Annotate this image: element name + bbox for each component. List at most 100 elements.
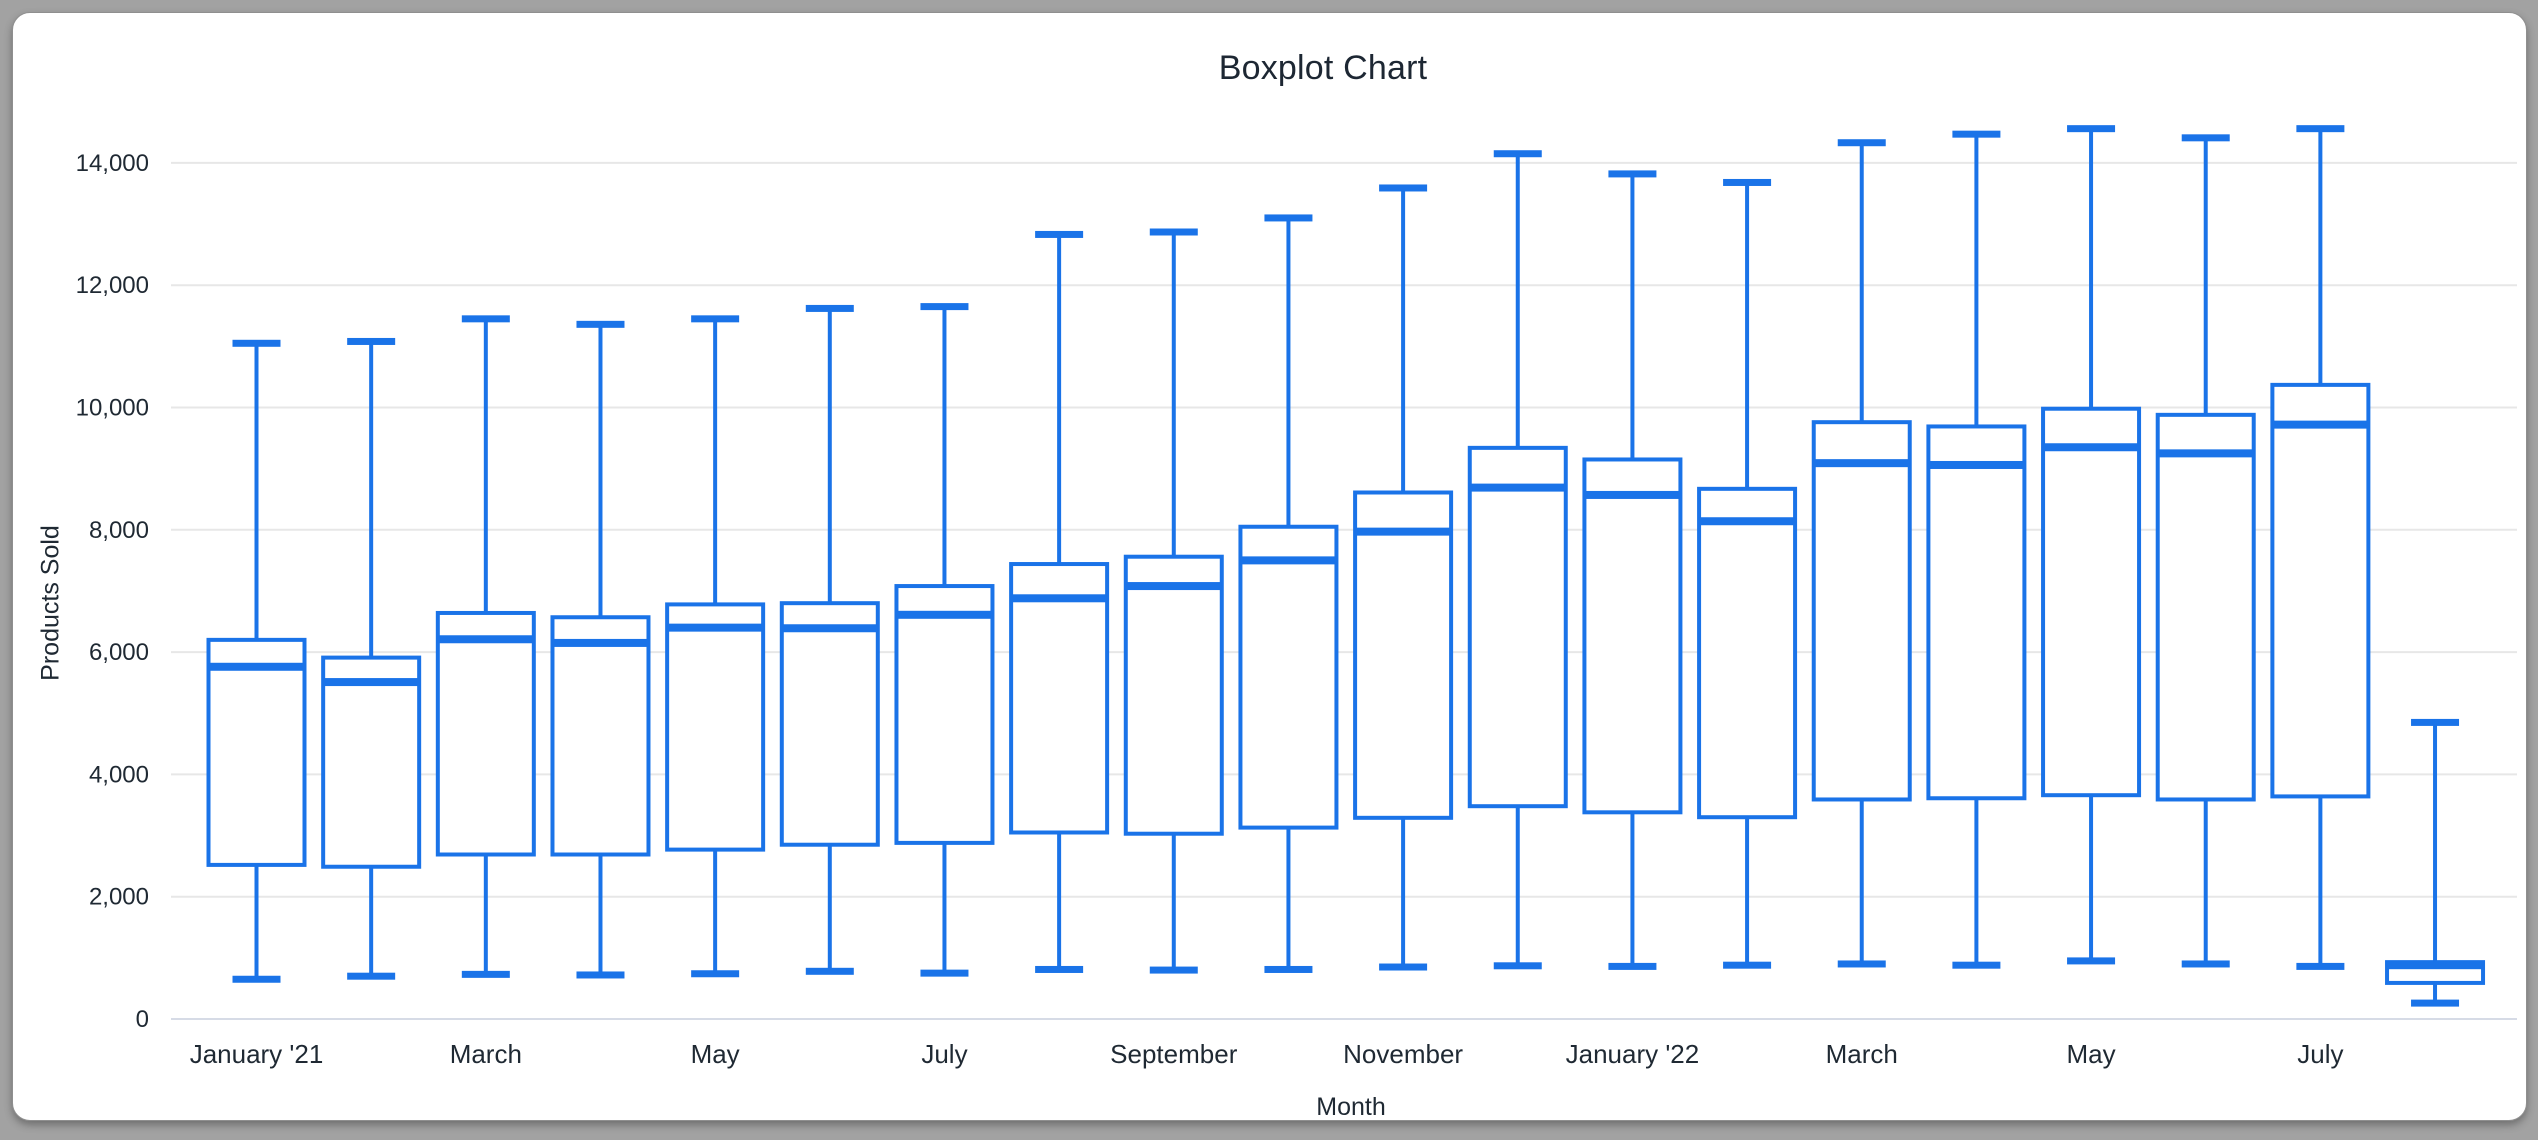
min-whisker-cap [1837,960,1886,968]
max-whisker-cap [1837,139,1886,147]
max-whisker-cap [2411,718,2460,726]
iqr-box [2041,406,2142,798]
max-whisker-cap [2067,125,2116,133]
median-line [1125,582,1222,591]
boxplot-7[interactable] [894,303,995,977]
max-whisker-cap [1264,214,1313,222]
iqr-box [665,602,766,852]
x-axis-title: Month [1316,1093,1386,1121]
median-line [552,638,649,647]
iqr-box [1467,445,1568,809]
min-whisker-cap [2067,957,2116,965]
y-tick-label: 2,000 [89,884,149,911]
boxplot-13[interactable] [1582,170,1683,970]
iqr-box [321,655,422,869]
max-whisker-cap [2181,134,2230,142]
x-tick-label: March [450,1039,522,1069]
max-whisker-cap [1035,230,1084,238]
max-whisker-cap [805,304,854,312]
y-tick-label: 10,000 [76,395,149,422]
boxplot-18[interactable] [2155,134,2256,968]
x-tick-label: November [1343,1039,1463,1069]
boxplot-20[interactable] [2385,718,2486,1007]
x-tick-label: May [2066,1039,2115,1069]
x-tick-label: September [1110,1039,1238,1069]
x-tick-label: March [1826,1039,1898,1069]
median-line [1469,483,1566,492]
y-tick-label: 14,000 [76,150,149,177]
median-line [1355,527,1452,536]
min-whisker-cap [920,969,969,977]
max-whisker-cap [1379,184,1428,192]
min-whisker-cap [2296,962,2345,970]
min-whisker-cap [576,971,625,979]
min-whisker-cap [1035,965,1084,973]
min-whisker-cap [2181,960,2230,968]
min-whisker-cap [1952,961,2001,969]
boxplot-3[interactable] [435,315,536,978]
max-whisker-cap [920,303,969,311]
max-whisker-cap [1493,150,1542,158]
median-line [2043,443,2140,452]
x-tick-label: January '22 [1566,1039,1700,1069]
iqr-box [1123,554,1224,836]
max-whisker-cap [347,337,396,345]
x-tick-label: July [921,1039,967,1069]
median-line [1240,556,1337,565]
min-whisker-cap [1723,961,1772,969]
x-tick-label: July [2297,1039,2343,1069]
max-whisker-cap [232,339,281,347]
median-line [667,623,764,632]
max-whisker-cap [576,320,625,328]
min-whisker-cap [461,970,510,978]
boxplot-canvas: 0 2,000 4,000 6,000 8,000 10,000 12,000 14,000 J… [76,125,2517,1069]
min-whisker-cap [2411,999,2460,1007]
min-whisker-cap [1493,962,1542,970]
iqr-box [894,584,995,845]
iqr-box [1926,424,2027,801]
boxplot-4[interactable] [550,320,651,979]
max-whisker-cap [461,315,510,323]
min-whisker-cap [1379,963,1428,971]
x-tick-label: January '21 [190,1039,324,1069]
median-line [2387,961,2484,970]
boxplot-9[interactable] [1123,228,1224,974]
boxplot-1[interactable] [206,339,307,983]
boxplot-16[interactable] [1926,130,2027,969]
min-whisker-cap [1608,962,1657,970]
min-whisker-cap [1149,966,1198,974]
median-line [1584,490,1681,499]
max-whisker-cap [1149,228,1198,236]
median-line [896,610,993,619]
median-line [323,678,420,687]
chart-title: Boxplot Chart [1218,49,1428,87]
boxplot-19[interactable] [2270,125,2371,970]
max-whisker-cap [691,315,740,323]
iqr-box [1238,524,1339,830]
median-line [1699,517,1796,526]
iqr-box [1811,420,1912,802]
boxplot-15[interactable] [1811,139,1912,968]
boxplot-5[interactable] [665,315,766,978]
iqr-box [1582,457,1683,815]
min-whisker-cap [805,967,854,975]
y-tick-label: 4,000 [89,761,149,788]
boxplot-6[interactable] [779,304,880,975]
boxplot-12[interactable] [1467,150,1568,970]
boxplot-14[interactable] [1697,178,1798,969]
boxplot-2[interactable] [321,337,422,980]
median-line [1813,459,1910,468]
median-line [2272,420,2369,429]
max-whisker-cap [1723,178,1772,186]
max-whisker-cap [1952,130,2001,138]
boxplot-8[interactable] [1009,230,1110,973]
boxplot-11[interactable] [1353,184,1454,971]
iqr-box [1697,486,1798,820]
median-line [437,635,534,644]
median-line [781,624,878,633]
min-whisker-cap [232,975,281,983]
boxplot-10[interactable] [1238,214,1339,973]
iqr-box [435,610,536,857]
boxplot-17[interactable] [2041,125,2142,965]
